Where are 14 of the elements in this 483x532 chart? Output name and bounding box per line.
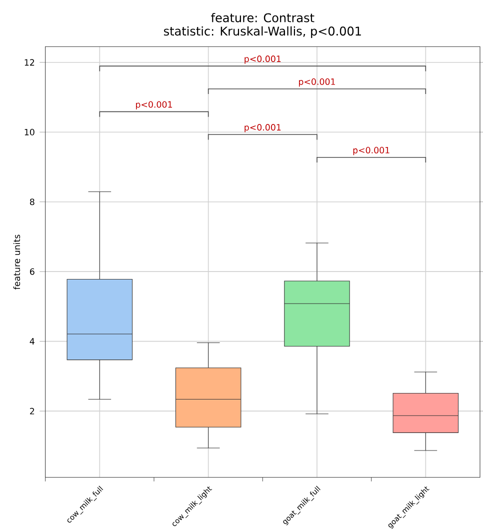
y-tick-label: 4 xyxy=(30,338,34,344)
annotation: p<0.001 xyxy=(244,56,281,64)
annotation: p<0.001 xyxy=(244,124,281,132)
y-tick-label: 8 xyxy=(30,198,34,206)
y-tick-label: 6 xyxy=(30,268,34,275)
y-tick-label: 10 xyxy=(24,128,34,136)
y-axis-title: feature units xyxy=(13,234,20,290)
annotation: p<0.001 xyxy=(353,146,390,156)
annotation: p<0.001 xyxy=(299,78,335,87)
chart-subtitle: statistic: Kruskal-Wallis, p<0.001 xyxy=(164,26,361,38)
annotation: p<0.001 xyxy=(136,101,172,110)
y-tick-label: 12 xyxy=(24,59,34,66)
chart-title: feature: Contrast xyxy=(211,13,314,22)
y-tick-label: 2 xyxy=(30,408,34,414)
